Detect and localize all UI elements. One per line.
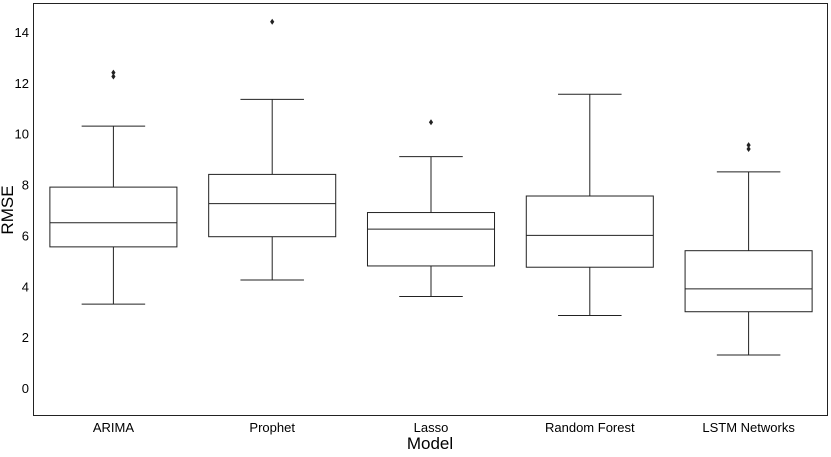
box-group	[208, 18, 337, 281]
y-tick-label: 6	[22, 228, 29, 243]
y-tick-label: 2	[22, 330, 29, 345]
outlier-point	[428, 119, 434, 126]
plot-frame	[33, 3, 828, 416]
x-tick-label: Lasso	[414, 420, 449, 435]
y-tick-label: 4	[22, 279, 29, 294]
y-axis-label: RMSE	[0, 185, 17, 234]
y-tick-label: 0	[22, 381, 29, 396]
y-axis: 0 2 4 6 8 10 12 14	[15, 25, 29, 396]
iqr-box	[525, 195, 654, 268]
outlier-point	[111, 69, 116, 76]
iqr-box	[208, 173, 337, 238]
x-tick-label: LSTM Networks	[702, 420, 795, 435]
iqr-box	[49, 186, 178, 248]
y-tick-label: 10	[15, 127, 29, 142]
y-tick-label: 8	[22, 178, 29, 193]
y-tick-label: 14	[15, 25, 29, 40]
x-axis-label: Model	[407, 434, 453, 453]
x-tick-label: ARIMA	[93, 420, 135, 435]
iqr-box	[684, 250, 813, 313]
x-tick-label: Random Forest	[545, 420, 635, 435]
box-group	[366, 119, 496, 297]
box-group	[49, 69, 178, 305]
iqr-box	[366, 212, 496, 267]
box-series	[49, 18, 813, 356]
box-group	[684, 142, 813, 356]
x-axis: ARIMA Prophet Lasso Random Forest LSTM Netwo…	[93, 420, 796, 435]
outlier-point	[111, 73, 116, 80]
box-group	[525, 93, 654, 317]
outlier-point	[270, 18, 275, 25]
outlier-point	[746, 142, 751, 149]
outlier-point	[746, 145, 751, 152]
y-tick-label: 12	[15, 76, 29, 91]
x-tick-label: Prophet	[249, 420, 295, 435]
